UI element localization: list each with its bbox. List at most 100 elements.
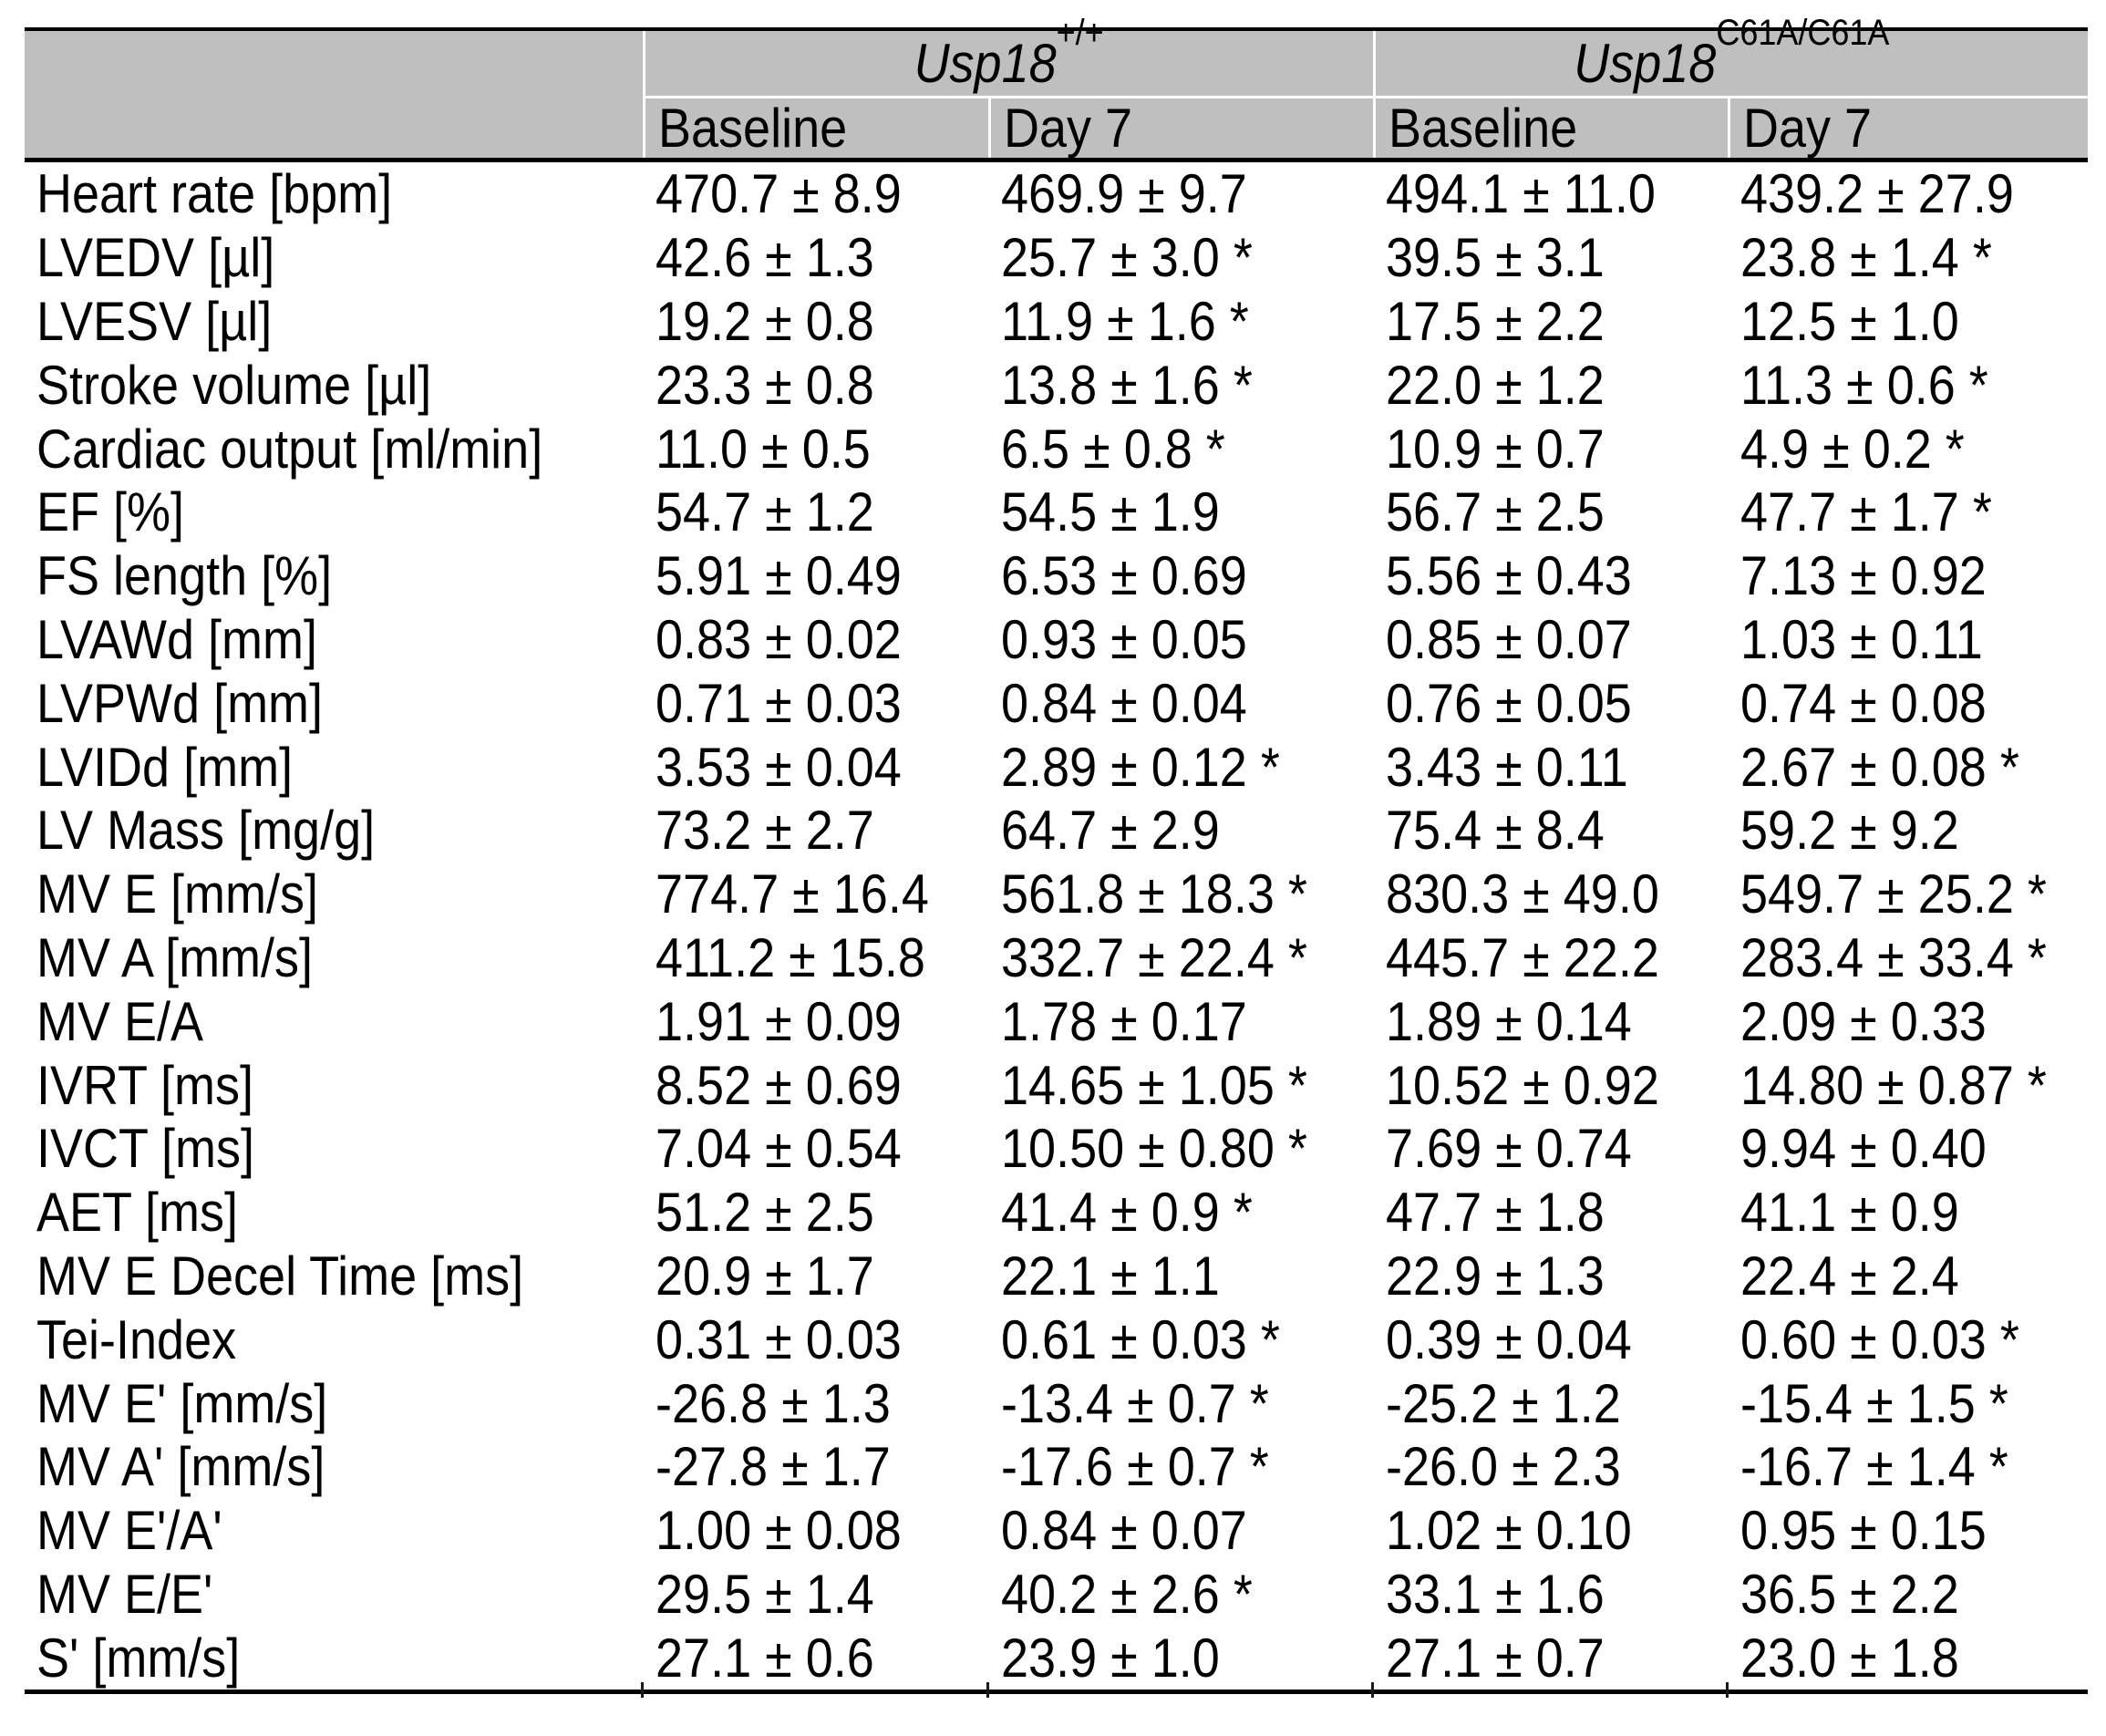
value-cell-c61a-baseline: 0.76 ± 0.05: [1373, 671, 1728, 735]
gridline-tick: [1726, 1682, 1729, 1699]
value-text: 2.89 ± 0.12 *: [1001, 736, 1280, 798]
value-text: -26.0 ± 2.3: [1386, 1436, 1621, 1498]
table-row: Tei-Index 0.31 ± 0.03 0.61 ± 0.03 * 0.39…: [25, 1307, 2088, 1371]
row-label-cell: LV Mass [mg/g]: [25, 799, 643, 863]
row-label-cell: Stroke volume [µl]: [25, 353, 643, 417]
value-cell-c61a-day7: 14.80 ± 0.87 *: [1728, 1053, 2088, 1117]
table-row: EF [%] 54.7 ± 1.2 54.5 ± 1.9 56.7 ± 2.5 …: [25, 480, 2088, 544]
value-text: 1.89 ± 0.14: [1386, 990, 1632, 1052]
table-row: LVESV [µl] 19.2 ± 0.8 11.9 ± 1.6 * 17.5 …: [25, 290, 2088, 354]
row-label: EF [%]: [36, 481, 185, 543]
row-label: IVCT [ms]: [36, 1118, 255, 1180]
row-label-cell: FS length [%]: [25, 544, 643, 608]
value-cell-c61a-day7: 47.7 ± 1.7 *: [1728, 480, 2088, 544]
value-cell-c61a-day7: 41.1 ± 0.9: [1728, 1181, 2088, 1245]
value-text: 3.53 ± 0.04: [656, 736, 902, 798]
genotype-name-italic: Usp18: [1574, 33, 1717, 94]
value-text: 0.76 ± 0.05: [1386, 672, 1632, 734]
value-text: 47.7 ± 1.8: [1386, 1182, 1605, 1244]
value-cell-c61a-baseline: 56.7 ± 2.5: [1373, 480, 1728, 544]
value-text: 10.52 ± 0.92: [1386, 1054, 1659, 1116]
value-text: 774.7 ± 16.4: [656, 863, 929, 925]
row-label-cell: AET [ms]: [25, 1181, 643, 1245]
value-cell-wt-day7: 1.78 ± 0.17: [988, 989, 1373, 1053]
value-cell-c61a-day7: 22.4 ± 2.4: [1728, 1245, 2088, 1308]
value-text: 20.9 ± 1.7: [656, 1245, 874, 1307]
value-cell-wt-baseline: 73.2 ± 2.7: [643, 799, 988, 863]
value-cell-wt-baseline: 0.31 ± 0.03: [643, 1307, 988, 1371]
value-cell-c61a-day7: -15.4 ± 1.5 *: [1728, 1371, 2088, 1435]
value-cell-c61a-baseline: -26.0 ± 2.3: [1373, 1435, 1728, 1499]
table-row: MV E/A 1.91 ± 0.09 1.78 ± 0.17 1.89 ± 0.…: [25, 989, 2088, 1053]
gridline-tick: [641, 1682, 644, 1699]
value-cell-wt-baseline: 7.04 ± 0.54: [643, 1117, 988, 1181]
value-cell-wt-day7: 561.8 ± 18.3 *: [988, 863, 1373, 926]
value-cell-wt-baseline: 42.6 ± 1.3: [643, 226, 988, 290]
value-cell-c61a-day7: 36.5 ± 2.2: [1728, 1563, 2088, 1627]
row-label-cell: LVIDd [mm]: [25, 735, 643, 799]
row-label: LVESV [µl]: [36, 290, 273, 352]
row-label: S' [mm/s]: [36, 1627, 241, 1689]
value-cell-wt-baseline: 51.2 ± 2.5: [643, 1181, 988, 1245]
genotype-header-usp18-wildtype: Usp18+/+: [643, 15, 1373, 96]
value-text: 494.1 ± 11.0: [1386, 163, 1656, 225]
value-cell-c61a-baseline: 17.5 ± 2.2: [1373, 290, 1728, 354]
value-text: 2.09 ± 0.33: [1740, 990, 1987, 1052]
value-text: 0.85 ± 0.07: [1386, 608, 1632, 670]
subheader-day7-c61a: Day 7: [1728, 96, 2088, 159]
value-cell-wt-baseline: 23.3 ± 0.8: [643, 353, 988, 417]
value-text: 64.7 ± 2.9: [1001, 800, 1220, 862]
value-text: 1.00 ± 0.08: [656, 1500, 902, 1562]
value-text: -16.7 ± 1.4 *: [1740, 1436, 2008, 1498]
value-text: 0.95 ± 0.15: [1740, 1500, 1987, 1562]
value-text: 27.1 ± 0.7: [1386, 1627, 1605, 1689]
row-label-cell: MV E/A: [25, 989, 643, 1053]
row-label: AET [ms]: [36, 1182, 239, 1244]
table-row: MV A' [mm/s] -27.8 ± 1.7 -17.6 ± 0.7 * -…: [25, 1435, 2088, 1499]
value-cell-c61a-baseline: 47.7 ± 1.8: [1373, 1181, 1728, 1245]
value-text: -25.2 ± 1.2: [1386, 1372, 1621, 1434]
value-text: 33.1 ± 1.6: [1386, 1563, 1605, 1625]
value-text: 11.0 ± 0.5: [656, 418, 871, 480]
value-text: 8.52 ± 0.69: [656, 1054, 902, 1116]
genotype-superscript: C61A/C61A: [1716, 13, 1890, 53]
value-cell-c61a-baseline: 494.1 ± 11.0: [1373, 162, 1728, 226]
table-row: FS length [%] 5.91 ± 0.49 6.53 ± 0.69 5.…: [25, 544, 2088, 608]
value-cell-c61a-baseline: 39.5 ± 3.1: [1373, 226, 1728, 290]
value-text: 1.03 ± 0.11: [1740, 608, 1983, 670]
value-cell-wt-baseline: 3.53 ± 0.04: [643, 735, 988, 799]
row-label: LVIDd [mm]: [36, 736, 294, 798]
value-cell-c61a-day7: 7.13 ± 0.92: [1728, 544, 2088, 608]
table-row: MV E' [mm/s] -26.8 ± 1.3 -13.4 ± 0.7 * -…: [25, 1371, 2088, 1435]
row-label-cell: MV E [mm/s]: [25, 863, 643, 926]
table-row: LVAWd [mm] 0.83 ± 0.02 0.93 ± 0.05 0.85 …: [25, 608, 2088, 672]
value-cell-wt-baseline: 20.9 ± 1.7: [643, 1245, 988, 1308]
row-label: IVRT [ms]: [36, 1054, 254, 1116]
value-cell-c61a-day7: 2.09 ± 0.33: [1728, 989, 2088, 1053]
value-text: 11.9 ± 1.6 *: [1001, 290, 1249, 352]
value-text: 549.7 ± 25.2 *: [1740, 863, 2047, 925]
value-cell-c61a-day7: 439.2 ± 27.9: [1728, 162, 2088, 226]
value-cell-wt-day7: 23.9 ± 1.0: [988, 1626, 1373, 1690]
value-cell-wt-baseline: 411.2 ± 15.8: [643, 926, 988, 990]
value-text: 40.2 ± 2.6 *: [1001, 1563, 1253, 1625]
value-text: 59.2 ± 9.2: [1740, 800, 1959, 862]
table-row: MV E Decel Time [ms] 20.9 ± 1.7 22.1 ± 1…: [25, 1245, 2088, 1308]
row-label: LV Mass [mg/g]: [36, 800, 376, 862]
subheader-label: Day 7: [1004, 98, 1133, 159]
value-cell-c61a-baseline: 10.9 ± 0.7: [1373, 417, 1728, 480]
value-text: 0.74 ± 0.08: [1740, 672, 1987, 734]
row-label-cell: MV E Decel Time [ms]: [25, 1245, 643, 1308]
value-cell-c61a-day7: 4.9 ± 0.2 *: [1728, 417, 2088, 480]
value-cell-c61a-baseline: 7.69 ± 0.74: [1373, 1117, 1728, 1181]
table-row: LVIDd [mm] 3.53 ± 0.04 2.89 ± 0.12 * 3.4…: [25, 735, 2088, 799]
value-cell-wt-baseline: -27.8 ± 1.7: [643, 1435, 988, 1499]
value-cell-c61a-baseline: 5.56 ± 0.43: [1373, 544, 1728, 608]
value-cell-c61a-day7: -16.7 ± 1.4 *: [1728, 1435, 2088, 1499]
row-label: MV E/A: [36, 990, 204, 1052]
row-label: MV A [mm/s]: [36, 926, 314, 988]
value-cell-c61a-day7: 23.8 ± 1.4 *: [1728, 226, 2088, 290]
value-cell-c61a-baseline: 22.0 ± 1.2: [1373, 353, 1728, 417]
value-cell-c61a-day7: 23.0 ± 1.8: [1728, 1626, 2088, 1690]
table-header: Usp18+/+ Usp18C61A/C61A Baseline Day 7 B…: [25, 15, 2088, 162]
